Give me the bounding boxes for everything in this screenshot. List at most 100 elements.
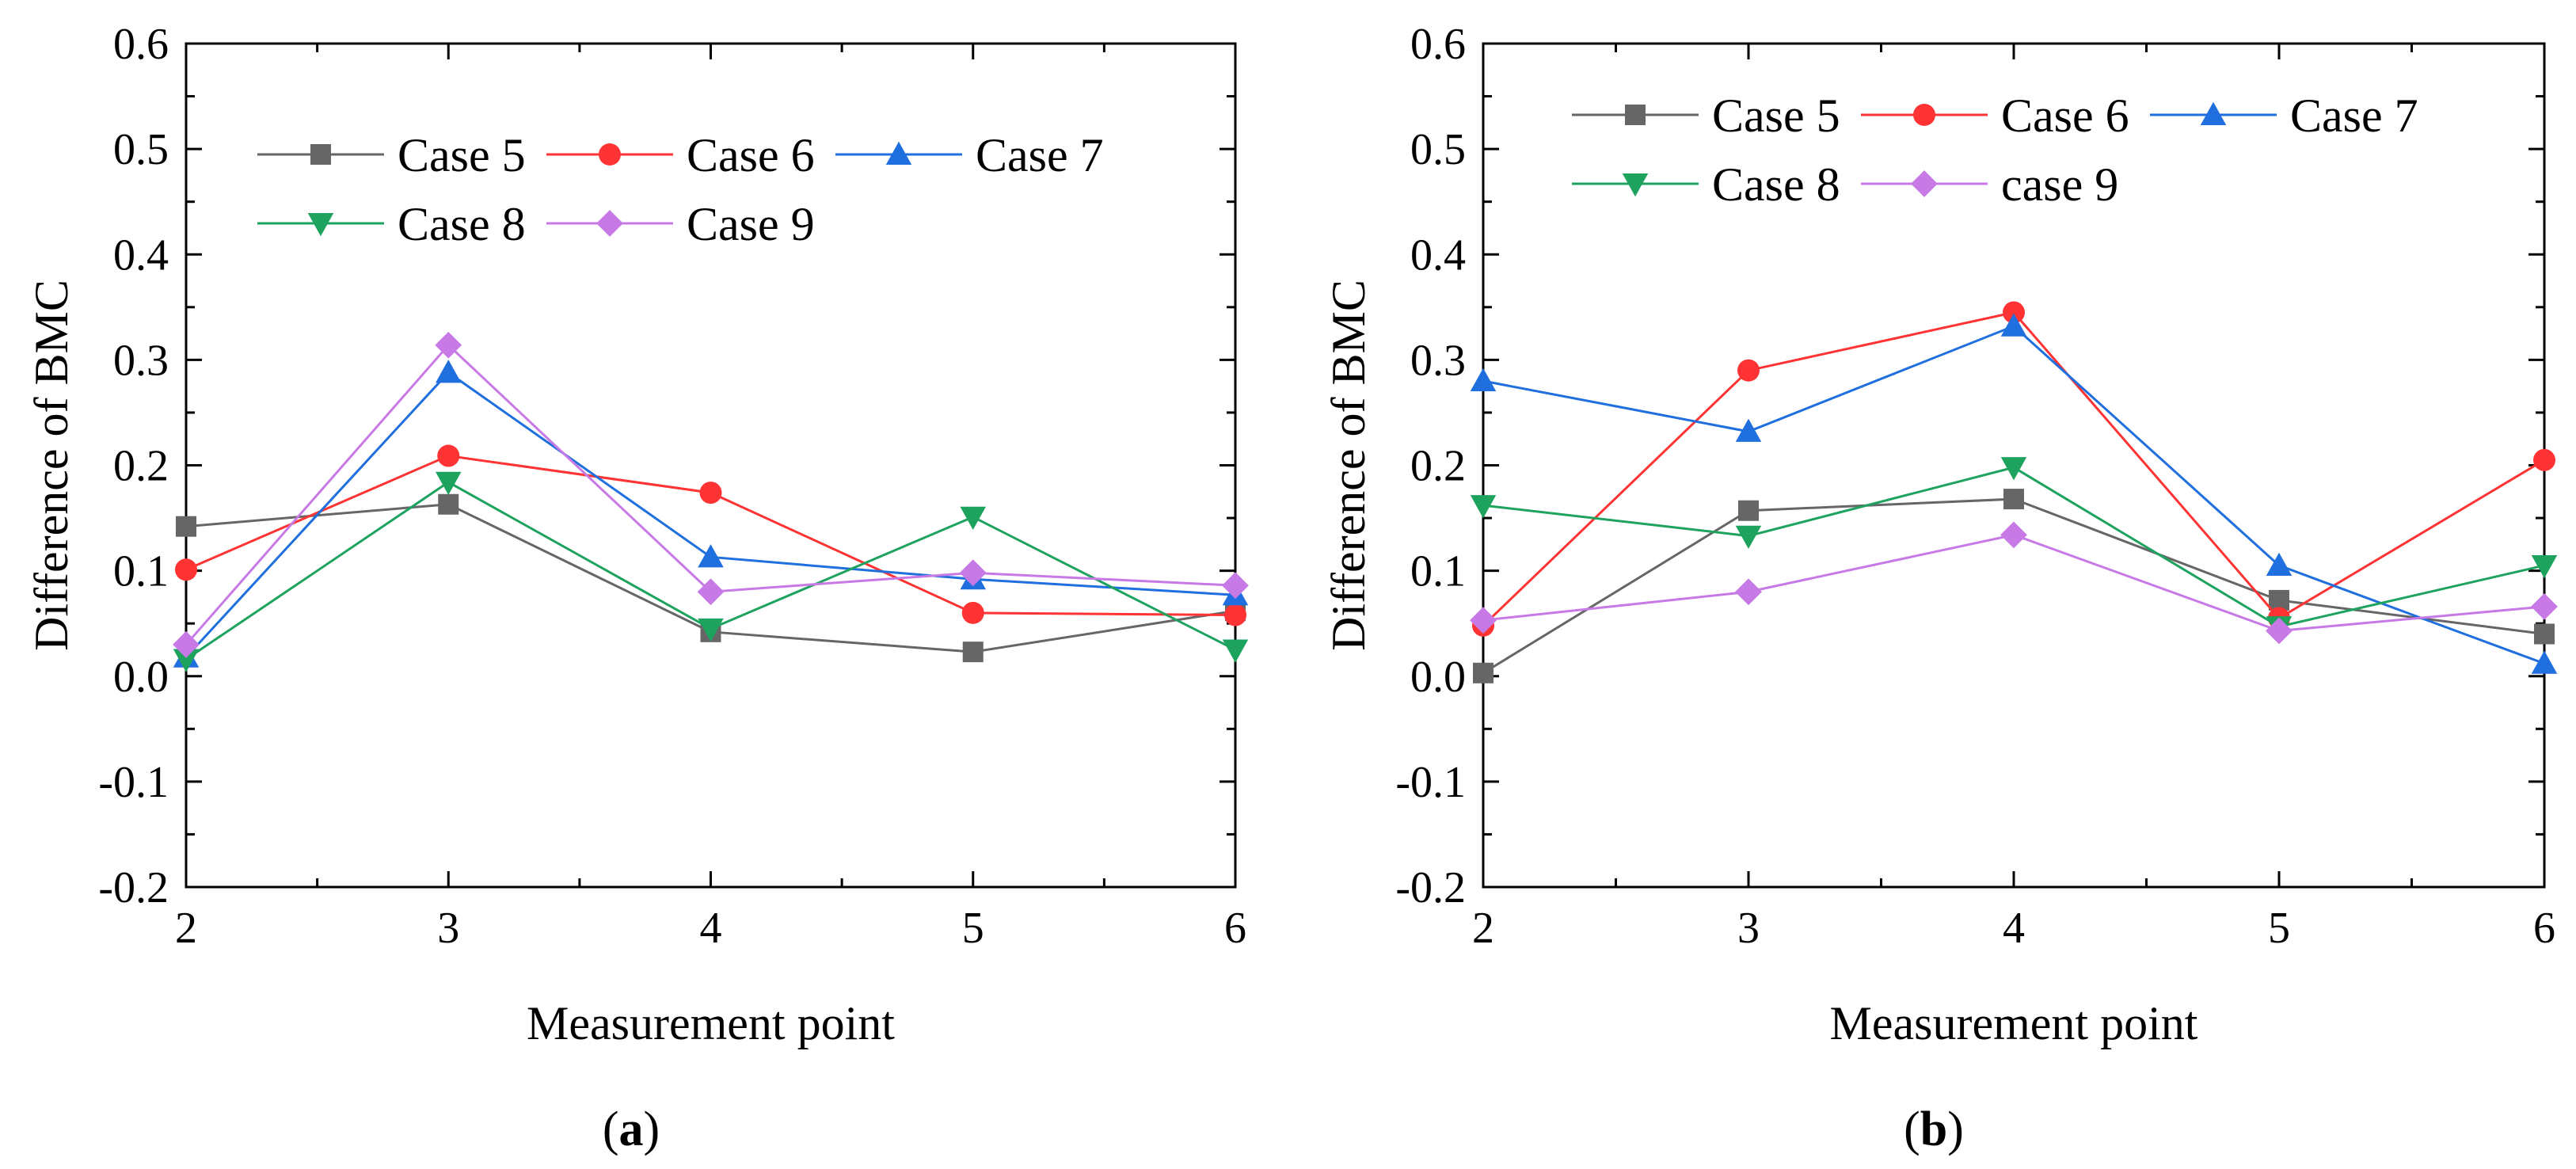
panel-label-open: ( xyxy=(1904,1102,1920,1156)
data-point xyxy=(2000,457,2027,481)
data-point xyxy=(2534,623,2555,645)
series-line xyxy=(1482,533,2545,633)
data-point xyxy=(698,544,724,568)
data-point xyxy=(2531,650,2558,674)
legend-label: Case 6 xyxy=(687,129,815,181)
data-point xyxy=(1735,578,1762,606)
y-tick-label: -0.2 xyxy=(1395,863,1466,912)
data-point xyxy=(959,559,987,587)
data-point xyxy=(1738,500,1759,521)
data-point xyxy=(1470,607,1497,634)
y-tick-label: 0.0 xyxy=(113,653,169,702)
data-point xyxy=(173,630,200,658)
panel-label-letter: b xyxy=(1920,1102,1947,1156)
data-point xyxy=(960,506,986,530)
series-case-8 xyxy=(173,471,1249,672)
data-point xyxy=(1470,495,1497,519)
data-point xyxy=(1735,525,1762,549)
legend-label: Case 6 xyxy=(2001,89,2129,142)
legend-item: Case 7 xyxy=(835,129,1104,181)
y-tick-label: 0.1 xyxy=(113,547,169,596)
y-tick-label: 0.2 xyxy=(113,442,169,491)
legend-label: Case 5 xyxy=(1712,89,1840,142)
legend-marker xyxy=(1622,173,1649,197)
legend-item: Case 7 xyxy=(2150,89,2418,142)
x-axis-title: Measurement point xyxy=(1830,997,2198,1049)
data-point xyxy=(1473,662,1493,684)
legend-label: case 9 xyxy=(2001,158,2118,211)
data-point xyxy=(436,471,462,496)
data-point xyxy=(2266,617,2293,645)
legend-item: Case 9 xyxy=(546,198,815,250)
data-point xyxy=(438,493,459,515)
legend-marker xyxy=(307,213,334,237)
y-tick-label: 0.1 xyxy=(1410,547,1466,596)
legend-item: Case 5 xyxy=(1572,89,1840,142)
data-point xyxy=(2531,592,2558,620)
data-point xyxy=(175,558,197,581)
legend-marker xyxy=(1913,104,1935,126)
x-tick-label: 4 xyxy=(2003,904,2025,953)
y-axis-title: Difference of BMC xyxy=(1322,280,1375,651)
data-point xyxy=(961,601,984,624)
data-point xyxy=(1224,604,1246,626)
legend-marker xyxy=(2200,101,2227,125)
x-tick-label: 2 xyxy=(1472,904,1494,953)
data-point xyxy=(2533,448,2555,471)
x-tick-label: 6 xyxy=(2533,904,2555,953)
x-tick-label: 6 xyxy=(1224,904,1246,953)
data-point xyxy=(437,444,460,467)
panel-label: (b) xyxy=(1904,1102,1964,1156)
legend-marker xyxy=(1911,170,1938,197)
legend-label: Case 5 xyxy=(398,129,526,181)
data-point xyxy=(698,618,724,642)
data-point xyxy=(2003,301,2025,324)
legend-label: Case 7 xyxy=(2290,89,2418,142)
data-point xyxy=(2266,552,2293,576)
legend-marker xyxy=(1625,105,1646,125)
series-case-7 xyxy=(1470,313,2558,674)
panel-label-close: ) xyxy=(644,1102,660,1156)
panel-label: (a) xyxy=(603,1102,660,1156)
x-tick-label: 5 xyxy=(962,904,984,953)
y-tick-label: 0.5 xyxy=(1410,125,1466,174)
y-tick-label: 0.3 xyxy=(113,336,169,385)
data-point xyxy=(699,482,722,505)
y-tick-label: 0.2 xyxy=(1410,442,1466,491)
y-tick-label: 0.4 xyxy=(1410,230,1466,280)
legend-item: Case 6 xyxy=(1861,89,2129,142)
data-point xyxy=(436,360,462,383)
legend-item: Case 8 xyxy=(1572,158,1840,211)
series-case-9 xyxy=(173,331,1249,658)
data-point xyxy=(962,642,984,663)
x-tick-label: 5 xyxy=(2268,904,2290,953)
data-point xyxy=(1470,367,1497,391)
series-case-6 xyxy=(175,444,1246,626)
data-point xyxy=(2531,554,2558,579)
legend-marker xyxy=(599,143,621,166)
legend-label: Case 8 xyxy=(398,198,526,250)
x-tick-label: 2 xyxy=(175,904,197,953)
y-axis-title: Difference of BMC xyxy=(25,280,78,651)
panel-label-letter: a xyxy=(619,1102,644,1156)
panel-label-close: ) xyxy=(1947,1102,1964,1156)
series-case-5 xyxy=(1473,489,2555,684)
y-tick-label: 0.3 xyxy=(1410,336,1466,385)
x-tick-label: 3 xyxy=(1737,904,1760,953)
data-point xyxy=(173,649,200,672)
legend-marker xyxy=(596,210,623,237)
y-tick-label: 0.4 xyxy=(113,230,169,280)
data-point xyxy=(2003,489,2024,510)
series-case-9 xyxy=(1470,521,2558,645)
legend-item: Case 6 xyxy=(546,129,815,181)
data-point xyxy=(697,578,725,606)
panel-label-open: ( xyxy=(603,1102,619,1156)
legend-item: Case 8 xyxy=(257,198,526,250)
y-tick-label: 0.5 xyxy=(113,125,169,174)
data-point xyxy=(2000,521,2027,549)
legend-label: Case 9 xyxy=(687,198,815,250)
data-point xyxy=(176,516,196,537)
legend-label: Case 8 xyxy=(1712,158,1840,211)
x-tick-label: 4 xyxy=(700,904,722,953)
